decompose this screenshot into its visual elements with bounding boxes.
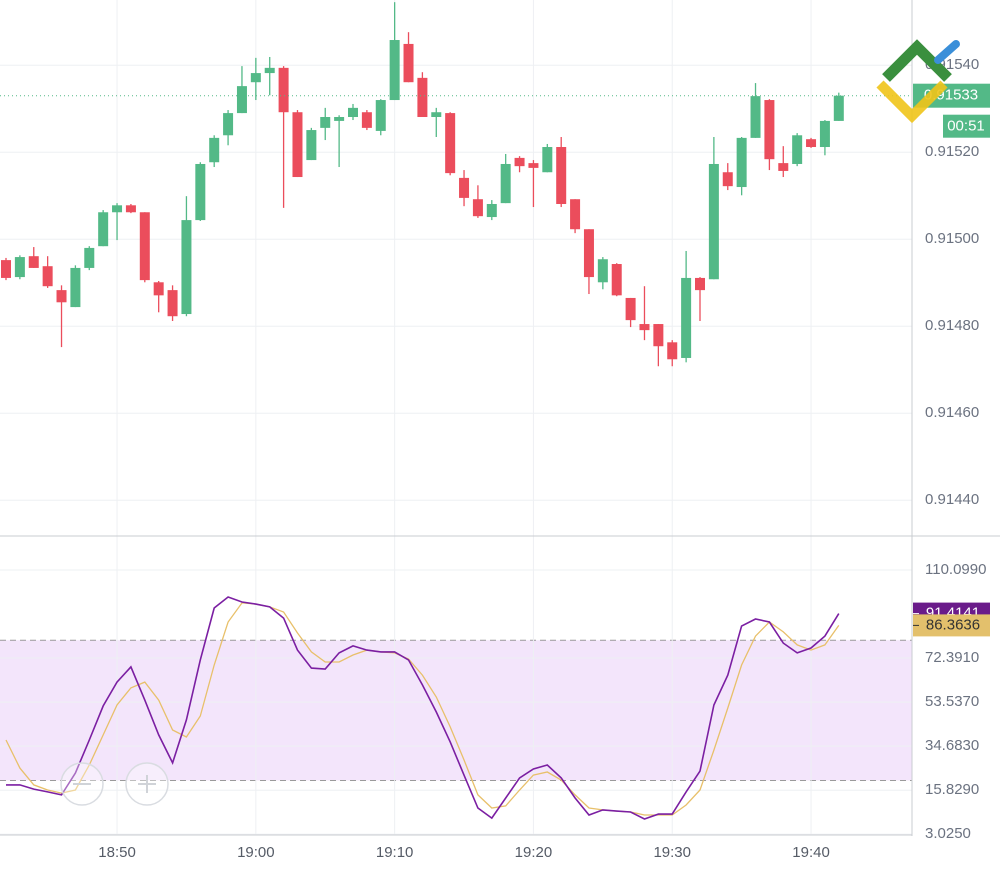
candle-body [70, 267, 81, 308]
y-tick-label: 3.0250 [925, 825, 971, 842]
x-tick-label: 19:10 [376, 844, 414, 861]
candle-body [28, 256, 39, 268]
candle-body [778, 163, 789, 171]
candle-body [625, 297, 636, 321]
candle-body [514, 157, 525, 167]
candle-body [764, 100, 775, 160]
countdown-label: 00:51 [947, 118, 985, 135]
level-band [0, 640, 912, 781]
candle-body [500, 163, 511, 204]
candle-body [250, 73, 261, 83]
candle-body [84, 247, 95, 268]
candle-body [431, 112, 442, 118]
y-tick-label: 110.0990 [925, 561, 986, 578]
candle-body [653, 324, 664, 347]
y-tick-label: 15.8290 [925, 781, 979, 798]
y-tick-label: 0.91480 [925, 317, 979, 334]
y-tick-label: 53.5370 [925, 693, 979, 710]
x-tick-label: 18:50 [98, 844, 136, 861]
candle-body [56, 290, 67, 303]
last-value-label: 86.3636 [926, 616, 980, 633]
candle-body [98, 212, 109, 247]
candle-body [542, 147, 553, 173]
candle-body [695, 277, 705, 291]
candle-body [264, 67, 275, 74]
candle-body [486, 203, 497, 218]
y-tick-label: 0.91500 [925, 230, 979, 247]
candle-body [292, 112, 303, 178]
candle-body [334, 117, 345, 121]
candle-body [375, 100, 386, 131]
candle-body [14, 257, 25, 278]
zoom-out-button[interactable] [60, 762, 104, 806]
x-tick-label: 19:20 [515, 844, 553, 861]
candle-body [750, 96, 761, 138]
candle-body [708, 163, 719, 280]
labels-layer: 0.914400.914600.914800.915000.915200.915… [98, 56, 990, 861]
candle-body [611, 264, 622, 296]
candle-body [139, 212, 150, 281]
candle-body [403, 43, 414, 83]
candle-body [348, 107, 358, 118]
y-tick-label: 72.3910 [925, 649, 979, 666]
candle-body [42, 266, 53, 287]
brand-logo [876, 39, 960, 124]
oscillator-line [5, 602, 840, 816]
candle-body [236, 86, 247, 114]
candle-body [195, 163, 206, 221]
candle-body [1, 260, 11, 278]
candle-body [306, 130, 317, 161]
candle-body [389, 40, 400, 101]
y-tick-label: 0.91520 [925, 143, 979, 160]
y-tick-label: 0.91440 [925, 491, 979, 508]
candle-body [528, 163, 539, 168]
candle-body [667, 342, 678, 360]
y-tick-label: 0.91460 [925, 404, 979, 421]
candle-body [320, 117, 331, 128]
candle-body [792, 135, 803, 164]
logo-green-chevron [882, 39, 952, 82]
candle-body [223, 113, 234, 136]
candle-body [570, 199, 581, 230]
candle-body [459, 177, 470, 198]
candle-body [472, 199, 483, 217]
marks-layer [0, 2, 912, 820]
candle-body [736, 137, 747, 188]
candle-body [597, 259, 608, 283]
logo-blue-stroke [934, 40, 960, 64]
x-tick-label: 19:40 [792, 844, 830, 861]
candle-body [556, 147, 567, 204]
candle-body [681, 277, 692, 358]
candle-body [445, 113, 456, 174]
logo-yellow-chevron [876, 80, 948, 124]
candle-body [278, 67, 289, 113]
x-tick-label: 19:30 [653, 844, 691, 861]
candle-body [209, 137, 220, 163]
candle-body [361, 112, 372, 128]
candle-body [722, 172, 733, 187]
candle-body [417, 77, 428, 118]
oscillator-line [6, 596, 840, 820]
last-value-tag [913, 614, 990, 637]
candle-body [167, 290, 178, 317]
candle-body [125, 205, 136, 213]
y-tick-label: 34.6830 [925, 737, 979, 754]
candle-body [639, 324, 650, 331]
candle-body [583, 229, 594, 278]
candle-body [819, 120, 830, 148]
countdown-tag [943, 114, 990, 138]
x-tick-label: 19:00 [237, 844, 275, 861]
candle-body [181, 220, 192, 315]
candle-body [112, 205, 123, 213]
candle-body [806, 139, 817, 148]
zoom-in-button[interactable] [125, 762, 169, 806]
candle-body [833, 95, 844, 121]
grid-layer [0, 0, 912, 835]
candle-body [153, 282, 164, 296]
